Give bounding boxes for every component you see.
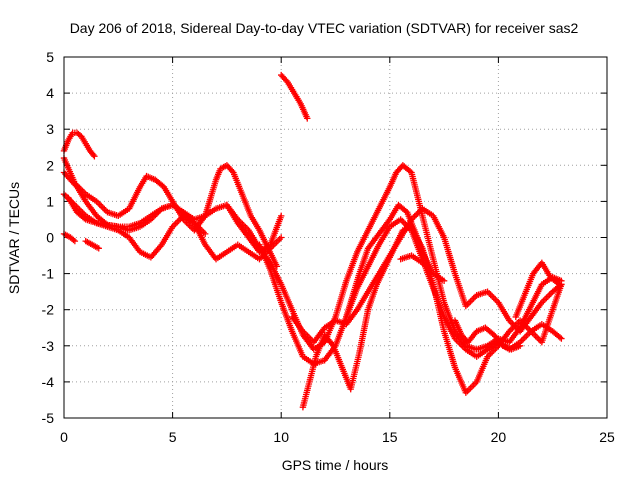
data-point: [524, 331, 532, 338]
data-point: [70, 236, 77, 244]
data-point: [278, 212, 285, 220]
data-point: [541, 296, 549, 303]
data-point: [554, 280, 561, 287]
data-point: [304, 115, 311, 122]
y-tick-label: 2: [46, 157, 54, 173]
data-point: [558, 335, 565, 342]
data-point: [521, 334, 528, 341]
y-tick-label: -5: [42, 410, 55, 426]
data-point: [468, 296, 476, 304]
series-arc-e: [60, 230, 79, 245]
data-point: [91, 153, 98, 160]
y-tick-label: 4: [46, 85, 54, 101]
y-tick-label: -4: [42, 374, 55, 390]
data-point: [546, 291, 553, 298]
series-arc-n: [397, 252, 448, 285]
data-point: [98, 202, 105, 210]
data-point: [228, 167, 236, 175]
y-tick-label: -1: [42, 266, 55, 282]
data-point: [278, 234, 285, 241]
data-point: [172, 220, 179, 227]
x-tick-label: 10: [273, 429, 289, 445]
data-point: [283, 77, 290, 85]
y-tick-label: 0: [46, 230, 54, 246]
y-tick-label: -2: [42, 302, 55, 318]
data-point: [201, 230, 209, 238]
data-point: [71, 237, 79, 245]
x-tick-label: 0: [60, 429, 68, 445]
data-point: [174, 218, 181, 226]
data-point: [516, 342, 524, 349]
data-point: [101, 205, 108, 213]
y-tick-label: 3: [46, 121, 54, 137]
data-point: [470, 295, 477, 302]
y-tick-label: -3: [42, 338, 55, 354]
data-point: [412, 211, 420, 219]
series-arc-a: [60, 129, 98, 160]
data-point: [556, 281, 563, 288]
data-point: [273, 238, 280, 246]
data-point: [544, 293, 552, 300]
data-point: [488, 293, 496, 300]
data-point: [543, 294, 550, 302]
tick-layer: [63, 56, 608, 419]
data-point: [490, 294, 497, 302]
series-arc-o: [451, 317, 524, 353]
series-arc-f: [65, 194, 209, 238]
data-point: [510, 321, 518, 329]
series-arc-p: [512, 259, 563, 321]
grid-layer: [64, 57, 607, 418]
series-arc-h: [278, 71, 311, 122]
data-point: [467, 384, 474, 392]
data-point: [485, 289, 493, 297]
y-axis-label: SDTVAR / TECUs: [6, 182, 22, 294]
tick-labels: 0 5 10 15 20 25 -5 -4 -3 -2 -1 0 1 2 3 4 5: [42, 49, 615, 445]
data-point: [72, 182, 79, 189]
data-point: [81, 215, 88, 222]
data-point: [470, 381, 477, 389]
data-point: [492, 296, 499, 303]
series-arc-g: [82, 237, 102, 252]
x-axis-label: GPS time / hours: [282, 457, 389, 473]
data-point: [465, 299, 473, 307]
data-point: [99, 204, 106, 211]
data-point: [556, 334, 564, 341]
data-point: [440, 277, 448, 285]
data-point: [530, 331, 538, 338]
data-point: [274, 237, 282, 244]
data-point: [90, 151, 97, 159]
x-tick-label: 25: [599, 429, 615, 445]
data-point: [523, 332, 530, 340]
x-tick-label: 5: [169, 429, 177, 445]
data-point: [487, 350, 494, 357]
data-point: [520, 335, 527, 343]
data-point: [468, 383, 476, 390]
y-tick-label: 5: [46, 49, 54, 65]
data-point: [96, 201, 103, 208]
chart-title: Day 206 of 2018, Sidereal Day-to-day VTE…: [70, 20, 579, 36]
data-marks: [60, 71, 565, 411]
data-point: [532, 332, 539, 340]
x-tick-label: 15: [382, 429, 398, 445]
data-point: [399, 217, 406, 225]
data-point: [465, 386, 473, 393]
data-point: [276, 235, 283, 243]
x-tick-label: 20: [491, 429, 507, 445]
plot-frame: [63, 56, 608, 419]
y-tick-label: 1: [46, 193, 54, 209]
data-point: [95, 245, 102, 252]
data-point: [509, 320, 516, 327]
data-point: [406, 168, 414, 175]
series-arc-k: [299, 223, 565, 411]
series-arc-l: [288, 205, 565, 346]
series-arc-m: [343, 201, 435, 321]
data-point: [535, 335, 542, 343]
data-point: [526, 326, 533, 334]
